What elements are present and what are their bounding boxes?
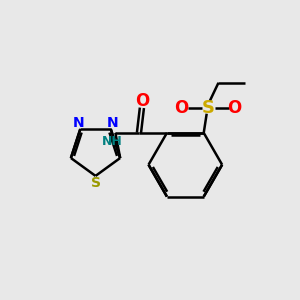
Text: NH: NH <box>102 135 123 148</box>
Text: N: N <box>73 116 85 130</box>
Text: O: O <box>175 99 189 117</box>
Text: N: N <box>106 116 118 130</box>
Text: O: O <box>135 92 149 110</box>
Text: O: O <box>227 99 242 117</box>
Text: S: S <box>202 99 215 117</box>
Text: S: S <box>91 176 100 190</box>
